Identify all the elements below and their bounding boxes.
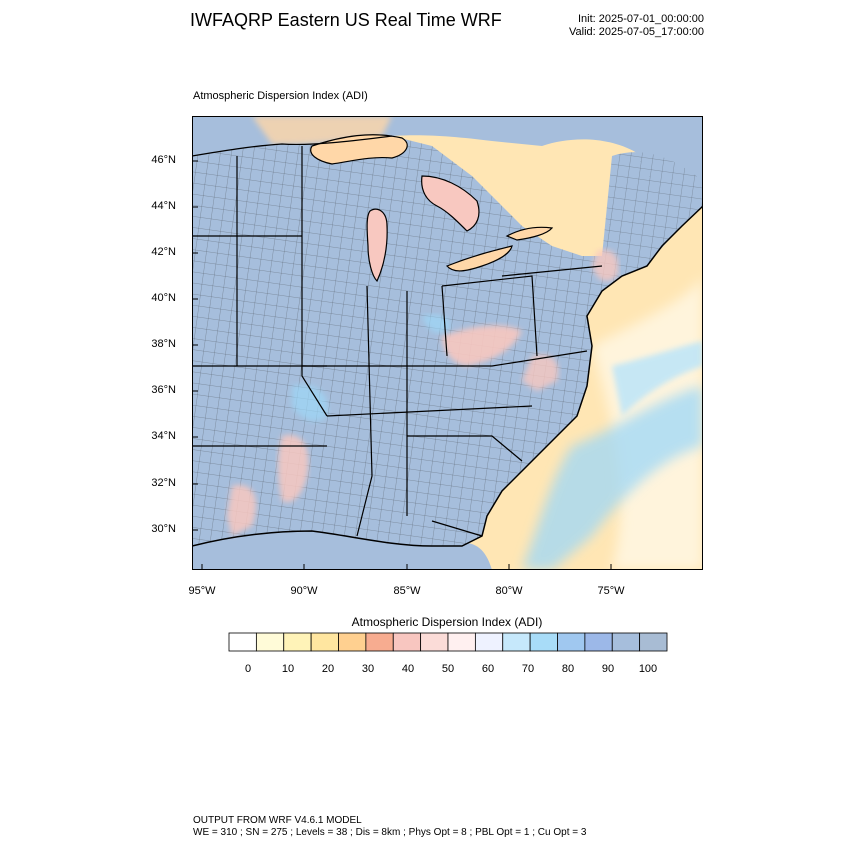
time-info: Init: 2025-07-01_00:00:00 Valid: 2025-07… (569, 13, 704, 39)
colorbar-label-70: 70 (521, 663, 535, 675)
colorbar (228, 632, 668, 652)
colorbar-swatch-6 (392, 632, 422, 652)
lon-label-95w: 95°W (188, 585, 216, 597)
colorbar-swatch-13 (584, 632, 613, 652)
colorbar-swatch-9 (474, 632, 504, 652)
colorbar-label-10: 10 (281, 663, 295, 675)
colorbar-label-60: 60 (481, 663, 495, 675)
footer-line-2: WE = 310 ; SN = 275 ; Levels = 38 ; Dis … (193, 827, 587, 838)
colorbar-label-40: 40 (401, 663, 415, 675)
lat-label-30n: 30°N (151, 523, 176, 535)
lon-label-80w: 80°W (495, 585, 523, 597)
main-title: IWFAQRP Eastern US Real Time WRF (190, 10, 502, 30)
colorbar-title: Atmospheric Dispersion Index (ADI) (351, 615, 543, 629)
ohio-bright-blue (422, 314, 451, 333)
model-footer: OUTPUT FROM WRF V4.6.1 MODEL WE = 310 ; … (193, 815, 586, 839)
colorbar-label-90: 90 (601, 663, 615, 675)
state-boundaries (192, 135, 603, 537)
colorbar-swatch-4 (338, 632, 367, 652)
midwest-bright-blue (292, 384, 328, 422)
gulf-water (192, 531, 492, 570)
lon-label-90w: 90°W (290, 585, 318, 597)
coastline (192, 205, 703, 547)
lat-label-34n: 34°N (151, 430, 176, 442)
colorbar-swatch-11 (529, 632, 558, 652)
colorbar-swatch-5 (365, 632, 394, 652)
lat-label-46n: 46°N (151, 154, 176, 166)
appalachian-salmon (442, 325, 522, 366)
lat-label-44n: 44°N (151, 200, 176, 212)
colorbar-swatch-14 (611, 632, 641, 652)
colorbar-swatch-12 (557, 632, 586, 652)
colorbar-swatch-7 (420, 632, 449, 652)
virginia-salmon (522, 354, 559, 391)
new-england-counties (602, 152, 703, 276)
adi-map (192, 116, 703, 570)
lake-huron (421, 176, 479, 231)
colorbar-swatch-1 (255, 632, 285, 652)
valid-time: Valid: 2025-07-05_17:00:00 (569, 26, 704, 38)
colorbar-label-30: 30 (361, 663, 375, 675)
mississippi-salmon (278, 435, 309, 503)
lat-label-36n: 36°N (151, 384, 176, 396)
louisiana-salmon (227, 485, 256, 536)
lat-label-38n: 38°N (151, 338, 176, 350)
lat-label-42n: 42°N (151, 246, 176, 258)
colorbar-label-100: 100 (638, 663, 658, 675)
colorbar-label-0: 0 (244, 663, 252, 675)
lat-label-40n: 40°N (151, 292, 176, 304)
great-lakes-outline (310, 134, 554, 283)
colorbar-swatch-8 (447, 632, 476, 652)
ny-salmon (592, 249, 619, 282)
lake-ontario (507, 227, 552, 240)
colorbar-label-20: 20 (321, 663, 335, 675)
colorbar-swatch-10 (502, 632, 531, 652)
colorbar-swatch-0 (228, 632, 257, 652)
map-ticks (192, 160, 612, 570)
ocean-blue-streaks (522, 386, 703, 570)
colorbar-label-50: 50 (441, 663, 455, 675)
footer-line-1: OUTPUT FROM WRF V4.6.1 MODEL (193, 815, 362, 826)
colorbar-label-80: 80 (561, 663, 575, 675)
map-frame (192, 116, 703, 570)
init-time: Init: 2025-07-01_00:00:00 (578, 13, 704, 25)
ocean-blue-streaks-2 (612, 341, 703, 416)
colorbar-swatch-15 (639, 632, 668, 652)
lake-erie (447, 246, 512, 271)
lon-label-75w: 75°W (597, 585, 625, 597)
lake-michigan (367, 209, 388, 281)
colorbar-swatch-2 (283, 632, 312, 652)
lon-label-85w: 85°W (393, 585, 421, 597)
panel-title: Atmospheric Dispersion Index (ADI) (193, 90, 368, 102)
lat-label-32n: 32°N (151, 477, 176, 489)
colorbar-swatch-3 (310, 632, 339, 652)
